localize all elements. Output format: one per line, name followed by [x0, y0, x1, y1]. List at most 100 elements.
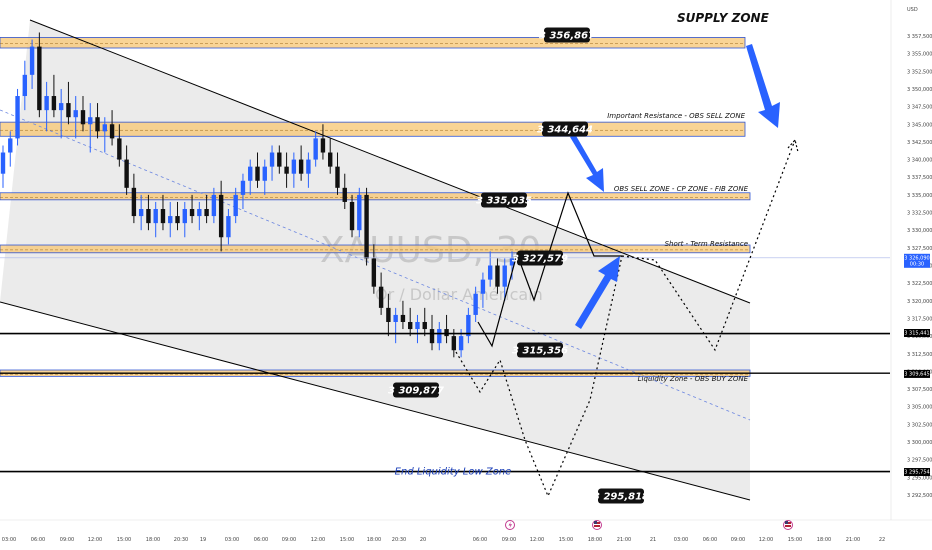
price-tag-text: 3 335,035: [476, 196, 532, 207]
candle-body: [182, 209, 187, 224]
y-tick-label: 3 332,500: [907, 211, 932, 217]
candle-body: [320, 138, 326, 153]
candle-body: [44, 96, 49, 111]
price-tag-bg: [393, 382, 439, 398]
y-tick-label: 3 345,000: [907, 122, 932, 128]
end-liquidity-label: End Liquidity Low Zone: [395, 467, 512, 478]
candle-body: [153, 209, 158, 224]
candle-body: [466, 314, 471, 337]
candle-body: [37, 46, 42, 111]
candle-body: [15, 96, 20, 139]
price-tag-bg: [517, 250, 563, 266]
candle-body: [349, 201, 355, 231]
channel-lower-line: [0, 301, 751, 501]
x-tick-label: 15:00: [559, 537, 573, 543]
price-tag-bg: [517, 342, 563, 358]
axis-tag-bg: [904, 253, 930, 268]
blue-arrow-short-term: [575, 256, 620, 329]
blue-arrows: [570, 44, 780, 329]
candle-body: [262, 166, 267, 181]
candles: [0, 32, 515, 358]
candle-body: [277, 152, 282, 167]
candle-body: [342, 187, 347, 202]
x-tick-label: 12:00: [530, 537, 544, 543]
candle-body: [211, 194, 217, 217]
y-tick-label: 3 300,000: [907, 440, 932, 446]
candle-body: [335, 166, 340, 188]
x-tick-label: 03:00: [674, 537, 688, 543]
y-tick-label: 3 320,000: [907, 299, 932, 305]
x-tick-label: 03:00: [2, 537, 16, 543]
candle-body: [313, 138, 318, 160]
flag-stripe: [594, 525, 600, 527]
x-tick-label: 18:00: [367, 537, 381, 543]
x-tick-label: 22: [879, 537, 885, 543]
candle-body: [408, 321, 413, 330]
candle-body: [66, 103, 71, 118]
flag-stripe: [785, 525, 791, 527]
candle-body: [168, 216, 173, 224]
x-tick-label: 21:00: [617, 537, 631, 543]
candle-body: [495, 265, 500, 287]
candle-body: [255, 166, 260, 181]
candle-body: [218, 194, 224, 238]
axis-tag-text: 3 315,441: [904, 331, 929, 337]
y-tick-label: 3 330,000: [907, 228, 932, 234]
x-tick-label: 18:00: [146, 537, 160, 543]
x-tick-label: 12:00: [759, 537, 773, 543]
x-tick-label: 20: [420, 537, 426, 543]
y-tick-label: 3 337,500: [907, 175, 932, 181]
x-tick-label: 15:00: [788, 537, 802, 543]
price-tags: 3 356,867 3 344,644 3 335,035 3 327,579 3 30…: [388, 27, 649, 504]
price-tag-text: 3 356,867: [539, 31, 595, 42]
y-tick-label: 3 305,000: [907, 405, 932, 411]
x-tick-label: 06:00: [703, 537, 717, 543]
x-tick-label: 18:00: [588, 537, 602, 543]
zone-band: [0, 37, 746, 49]
price-tag-text: 3 315,356: [512, 346, 568, 357]
axis-tag-bg: [904, 369, 930, 378]
projection-dotted-right: [621, 139, 796, 352]
candle-body: [51, 96, 57, 111]
horizontal-lines: End Liquidity Low Zone: [0, 257, 890, 478]
candle-body: [509, 258, 515, 266]
x-tick-label: 20:30: [174, 537, 188, 543]
price-tag-bg: [542, 121, 588, 137]
axis-tag-text: 3 326,090: [904, 255, 929, 261]
x-tick-label: 06:00: [31, 537, 45, 543]
candle-body: [415, 321, 420, 330]
x-tick-label: 20:30: [392, 537, 406, 543]
projection-dotted-left: [455, 255, 623, 498]
candle-body: [226, 216, 231, 238]
candle-body: [58, 103, 64, 111]
y-tick-label: 3 327,500: [907, 246, 932, 252]
watermark-name: Or / Dollar Américain: [375, 285, 543, 304]
x-tick-label: 12:00: [311, 537, 325, 543]
x-tick-label: 19: [200, 537, 206, 543]
y-tick-label: 3 317,500: [907, 316, 932, 322]
candle-body: [102, 124, 107, 132]
y-tick-label: 3 315,000: [907, 334, 932, 340]
x-axis: 03:00 06:00 09:00 12:00 15:00 18:00 20:30 19 03:…: [0, 519, 932, 543]
candle-body: [458, 336, 464, 351]
candle-body: [124, 159, 129, 188]
x-tick-label: 15:00: [117, 537, 131, 543]
candle-body: [240, 180, 246, 195]
price-tag-bg: [598, 488, 644, 504]
candle-body: [306, 159, 311, 174]
y-tick-label: 3 302,500: [907, 422, 932, 428]
y-tick-label: 3 347,500: [907, 105, 932, 111]
y-tick-label: 3 350,000: [907, 87, 932, 93]
axis-tag-text: 3 309,645: [904, 371, 929, 377]
x-tick-label: 09:00: [282, 537, 296, 543]
y-tick-label: 3 292,500: [907, 493, 932, 499]
y-tick-label: 3 342,500: [907, 140, 932, 146]
x-tick-label: 12:00: [88, 537, 102, 543]
price-tag-text: 3 295,818: [593, 492, 649, 503]
channel: [0, 19, 751, 501]
y-tick-label: 3 352,500: [907, 69, 932, 75]
candle-body: [22, 74, 28, 97]
zone-band: [0, 192, 751, 201]
price-tag-bg: [544, 27, 590, 43]
candle-body: [364, 194, 369, 259]
